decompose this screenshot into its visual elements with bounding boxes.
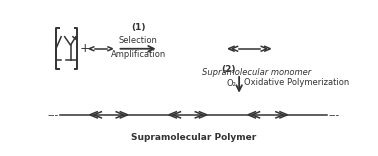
Text: Selection: Selection [119, 36, 158, 45]
Text: O₂: O₂ [226, 79, 236, 88]
Text: +: + [80, 42, 91, 55]
Text: (2): (2) [222, 65, 236, 74]
Text: Supramolecular Polymer: Supramolecular Polymer [131, 133, 256, 141]
Text: Amplification: Amplification [110, 50, 166, 59]
Text: Supramolecular monomer: Supramolecular monomer [202, 68, 311, 77]
Text: ---: --- [48, 110, 59, 120]
Text: Oxidative Polymerization: Oxidative Polymerization [245, 78, 350, 87]
Text: ---: --- [328, 110, 340, 120]
Text: (1): (1) [131, 23, 145, 32]
